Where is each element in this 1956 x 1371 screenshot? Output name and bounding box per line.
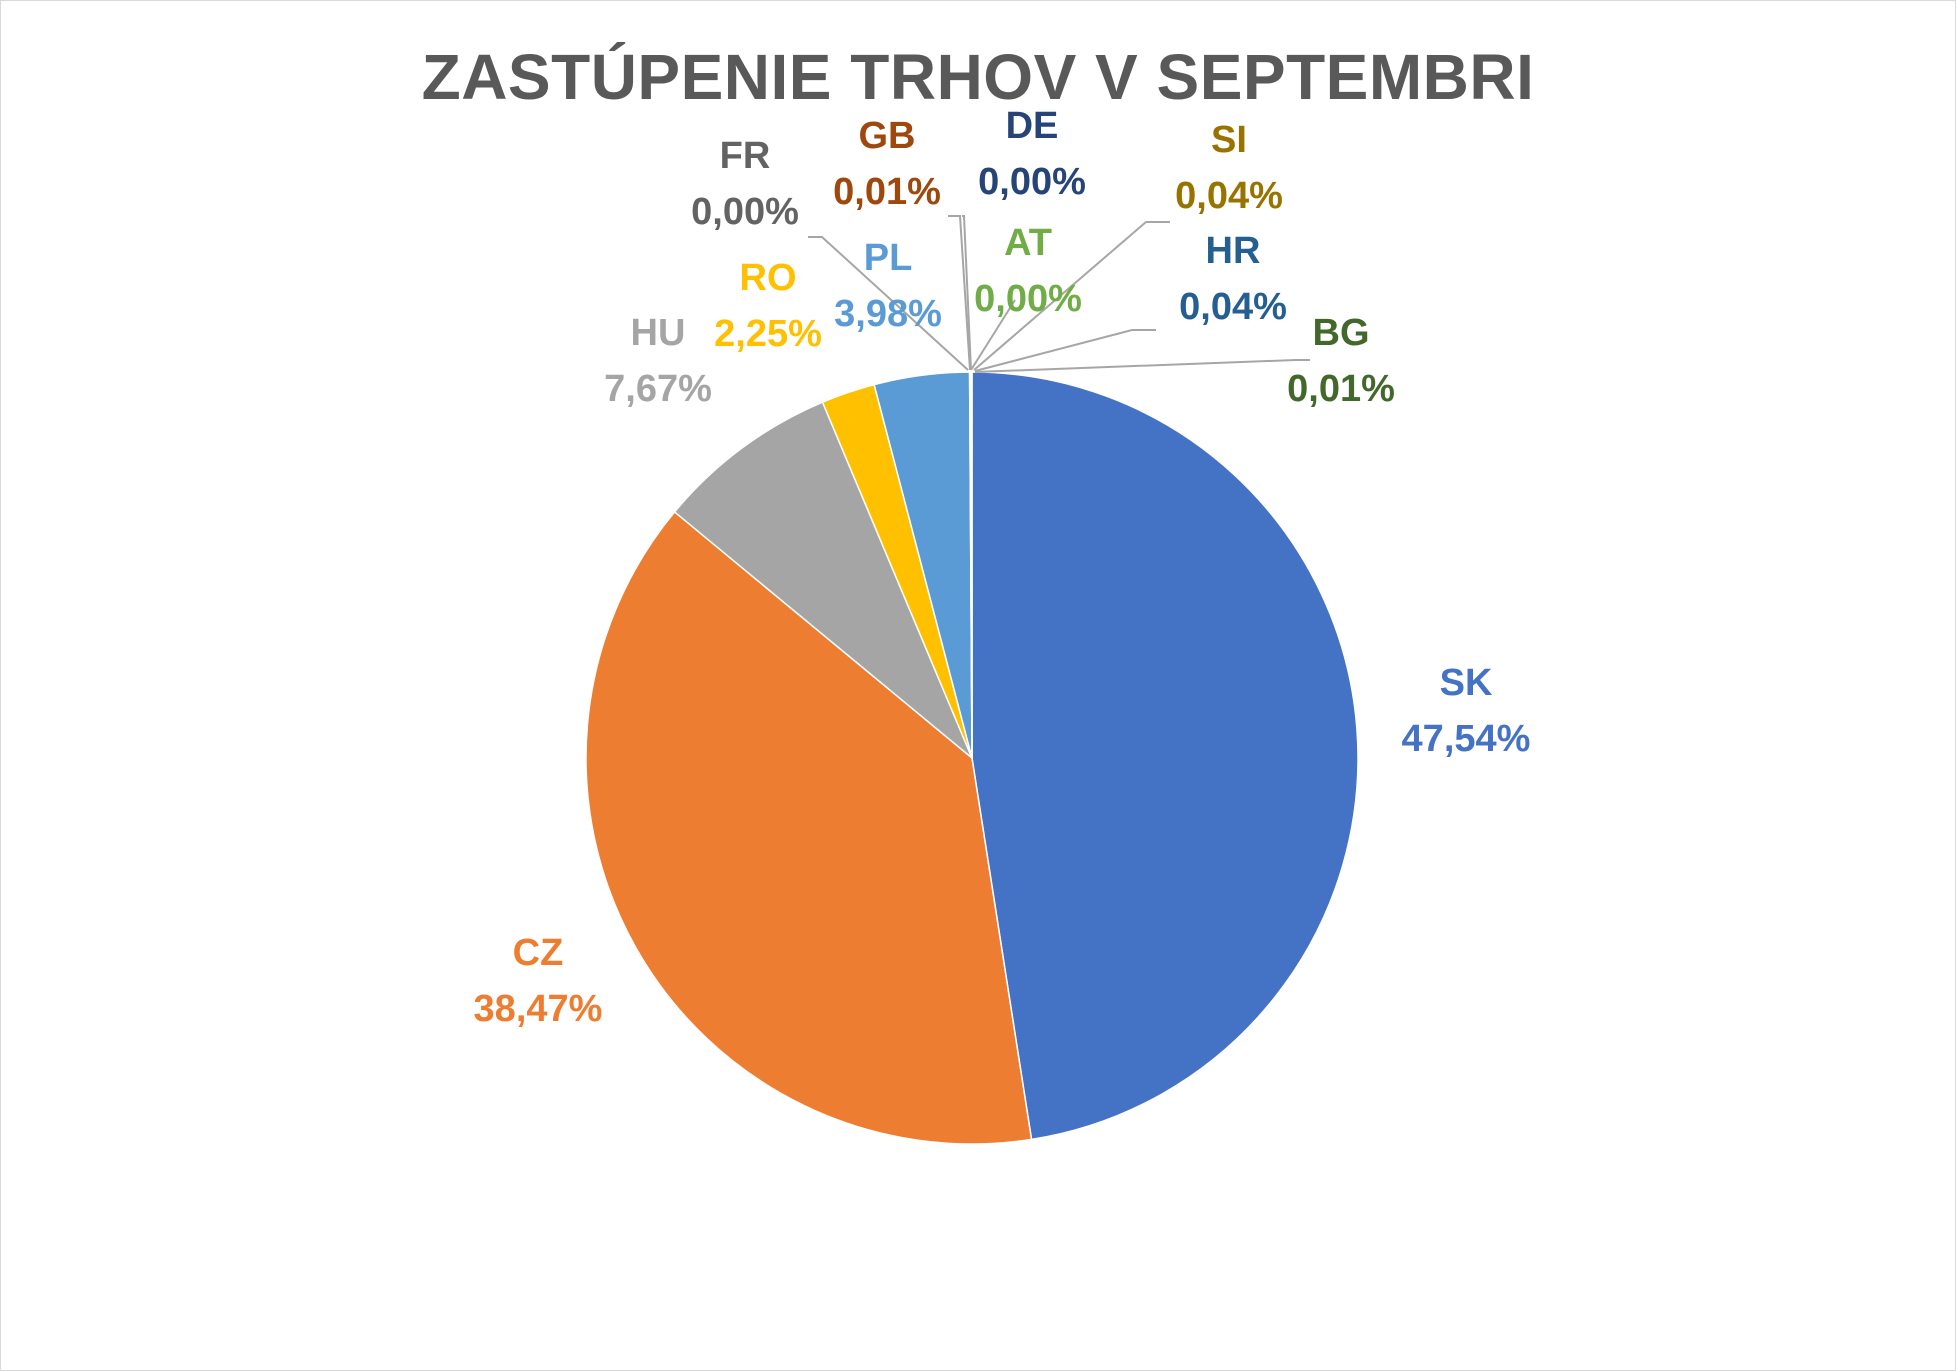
- data-label-value-si: 0,04%: [1175, 175, 1283, 217]
- data-label-value-bg: 0,01%: [1287, 368, 1395, 410]
- leader-line-at-extra: [970, 299, 1016, 371]
- data-label-value-hr: 0,04%: [1179, 286, 1287, 328]
- data-label-name-si: SI: [1211, 119, 1247, 161]
- data-label-value-cz: 38,47%: [474, 988, 603, 1030]
- data-label-name-hr: HR: [1206, 230, 1261, 272]
- pie-slice-cz: [585, 510, 1033, 1145]
- data-label-name-cz: CZ: [513, 932, 564, 974]
- slices-layer: [585, 371, 1359, 1145]
- data-label-value-fr: 0,00%: [691, 191, 799, 233]
- leader-lines-layer: [808, 215, 1310, 373]
- pie-slice-sk: [971, 371, 1359, 1141]
- data-label-name-hu: HU: [631, 312, 686, 354]
- leader-line-hr: [974, 329, 1156, 372]
- data-label-value-sk: 47,54%: [1402, 718, 1531, 760]
- data-label-name-at: AT: [1004, 222, 1052, 264]
- data-label-name-sk: SK: [1440, 662, 1493, 704]
- data-labels-layer: SK 47,54% CZ 38,47% HU 7,67% RO 2,25% PL 3,98% FR 0…: [474, 105, 1531, 1030]
- leader-line-fr: [808, 236, 969, 371]
- data-label-value-hu: 7,67%: [604, 368, 712, 410]
- data-label-value-pl: 3,98%: [834, 293, 942, 335]
- data-label-name-ro: RO: [740, 257, 797, 299]
- data-label-name-fr: FR: [720, 135, 771, 177]
- data-label-value-de: 0,00%: [978, 161, 1086, 203]
- leader-line-si: [973, 221, 1170, 371]
- chart-title: ZASTÚPENIE TRHOV V SEPTEMBRI: [421, 41, 1535, 113]
- data-label-value-gb: 0,01%: [833, 171, 941, 213]
- pie-slice-hu: [673, 401, 973, 759]
- data-label-name-bg: BG: [1313, 312, 1370, 354]
- data-label-value-ro: 2,25%: [714, 313, 822, 355]
- data-label-name-pl: PL: [864, 237, 913, 279]
- leader-line-de-extra: [962, 215, 972, 371]
- leader-line-bg: [974, 359, 1310, 373]
- data-label-name-gb: GB: [859, 115, 916, 157]
- data-label-value-at: 0,00%: [974, 278, 1082, 320]
- data-label-name-de: DE: [1006, 105, 1059, 147]
- leader-line-gb: [948, 215, 971, 371]
